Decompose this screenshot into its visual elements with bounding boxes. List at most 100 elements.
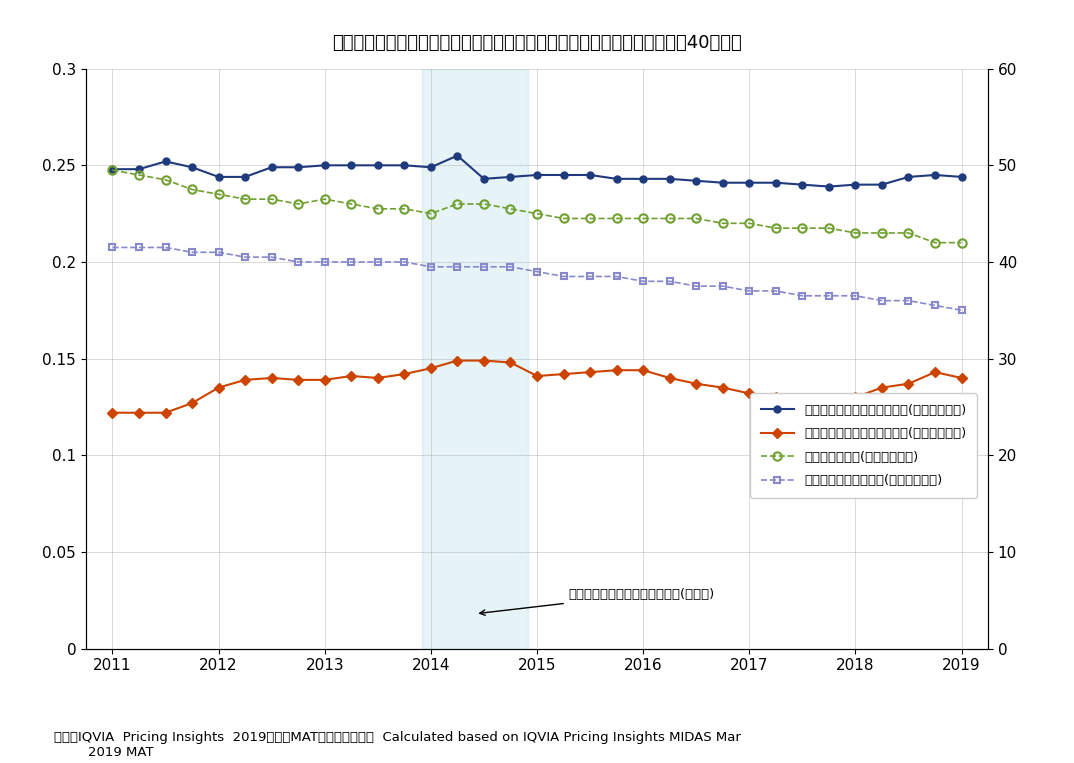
既存比較薬の平均価格(米ドル、右軸)	[372, 257, 384, 266]
新薬の価格プレミアム中央値(対数値、左軸)	[238, 375, 251, 385]
新薬の平均価格(米ドル、右軸)	[292, 199, 305, 208]
新薬の価格プレミアム平均値(対数値、左軸)	[955, 172, 968, 182]
既存比較薬の平均価格(米ドル、右軸)	[106, 243, 119, 252]
新薬の価格プレミアム平均値(対数値、左軸)	[610, 174, 623, 183]
新薬の平均価格(米ドル、右軸)	[372, 204, 384, 214]
既存比較薬の平均価格(米ドル、右軸)	[610, 272, 623, 281]
既存比較薬の平均価格(米ドル、右軸)	[531, 267, 543, 276]
新薬の価格プレミアム中央値(対数値、左軸)	[557, 369, 570, 378]
新薬の価格プレミアム中央値(対数値、左軸)	[292, 375, 305, 385]
既存比較薬の平均価格(米ドル、右軸)	[451, 262, 464, 272]
新薬の価格プレミアム中央値(対数値、左軸)	[106, 408, 119, 417]
Legend: 新薬の価格プレミアム平均値(対数値、左軸), 新薬の価格プレミアム中央値(対数値、左軸), 新薬の平均価格(米ドル、右軸), 既存比較薬の平均価格(米ドル、右軸: 新薬の価格プレミアム平均値(対数値、左軸), 新薬の価格プレミアム中央値(対数値…	[750, 393, 977, 498]
新薬の価格プレミアム中央値(対数値、左軸)	[478, 356, 491, 365]
既存比較薬の平均価格(米ドル、右軸)	[902, 296, 915, 305]
Line: 新薬の価格プレミアム平均値(対数値、左軸): 新薬の価格プレミアム平均値(対数値、左軸)	[108, 152, 966, 190]
新薬の平均価格(米ドル、右軸)	[531, 209, 543, 218]
新薬の価格プレミアム平均値(対数値、左軸)	[265, 163, 278, 172]
既存比較薬の平均価格(米ドル、右軸)	[557, 272, 570, 281]
新薬の価格プレミアム平均値(対数値、左軸)	[690, 176, 702, 185]
新薬の平均価格(米ドル、右軸)	[478, 199, 491, 208]
新薬の価格プレミアム平均値(対数値、左軸)	[397, 161, 410, 170]
新薬の平均価格(米ドル、右軸)	[796, 224, 809, 233]
新薬の平均価格(米ドル、右軸)	[186, 185, 199, 194]
新薬の価格プレミアム中央値(対数値、左軸)	[213, 383, 226, 392]
新薬の価格プレミアム平均値(対数値、左軸)	[372, 161, 384, 170]
新薬の平均価格(米ドル、右軸)	[106, 166, 119, 175]
新薬の価格プレミアム中央値(対数値、左軸)	[769, 393, 782, 402]
既存比較薬の平均価格(米ドル、右軸)	[929, 301, 942, 310]
新薬の平均価格(米ドル、右軸)	[504, 204, 517, 214]
新薬の平均価格(米ドル、右軸)	[583, 214, 596, 223]
新薬の価格プレミアム平均値(対数値、左軸)	[796, 180, 809, 189]
新薬の価格プレミアム平均値(対数値、左軸)	[451, 151, 464, 160]
新薬の平均価格(米ドル、右軸)	[929, 238, 942, 247]
新薬の平均価格(米ドル、右軸)	[451, 199, 464, 208]
既存比較薬の平均価格(米ドル、右軸)	[637, 277, 650, 286]
新薬の価格プレミアム平均値(対数値、左軸)	[186, 163, 199, 172]
新薬の価格プレミアム中央値(対数値、左軸)	[583, 368, 596, 377]
新薬の平均価格(米ドル、右軸)	[132, 170, 145, 179]
新薬の価格プレミアム中央値(対数値、左軸)	[610, 365, 623, 375]
新薬の価格プレミアム中央値(対数値、左軸)	[929, 368, 942, 377]
新薬の平均価格(米ドル、右軸)	[265, 195, 278, 204]
新薬の平均価格(米ドル、右軸)	[610, 214, 623, 223]
新薬の平均価格(米ドル、右軸)	[238, 195, 251, 204]
既存比較薬の平均価格(米ドル、右軸)	[424, 262, 437, 272]
新薬の平均価格(米ドル、右軸)	[955, 238, 968, 247]
新薬の価格プレミアム平均値(対数値、左軸)	[848, 180, 861, 189]
Line: 新薬の価格プレミアム中央値(対数値、左軸): 新薬の価格プレミアム中央値(対数値、左軸)	[108, 357, 966, 416]
新薬の価格プレミアム中央値(対数値、左軸)	[451, 356, 464, 365]
新薬の平均価格(米ドル、右軸)	[902, 228, 915, 237]
新薬の価格プレミアム平均値(対数値、左軸)	[213, 172, 226, 182]
新薬の価格プレミアム平均値(対数値、左軸)	[769, 178, 782, 187]
新薬の価格プレミアム中央値(対数値、左軸)	[690, 379, 702, 388]
Text: 参考図２　ドイツにおける価格プレミアムの推移（全期間データがとれる40成分）: 参考図２ ドイツにおける価格プレミアムの推移（全期間データがとれる40成分）	[332, 34, 742, 53]
既存比較薬の平均価格(米ドル、右軸)	[875, 296, 888, 305]
新薬の平均価格(米ドル、右軸)	[743, 219, 756, 228]
新薬の価格プレミアム平均値(対数値、左軸)	[424, 163, 437, 172]
新薬の価格プレミアム平均値(対数値、左軸)	[583, 170, 596, 179]
Bar	[422, 69, 528, 649]
既存比較薬の平均価格(米ドル、右軸)	[478, 262, 491, 272]
新薬の平均価格(米ドル、右軸)	[557, 214, 570, 223]
既存比較薬の平均価格(米ドル、右軸)	[690, 282, 702, 291]
新薬の価格プレミアム中央値(対数値、左軸)	[664, 373, 677, 382]
新薬の価格プレミアム中央値(対数値、左軸)	[875, 383, 888, 392]
新薬の平均価格(米ドル、右軸)	[875, 228, 888, 237]
新薬の価格プレミアム中央値(対数値、左軸)	[159, 408, 172, 417]
新薬の価格プレミアム中央値(対数値、左軸)	[848, 393, 861, 402]
既存比較薬の平均価格(米ドル、右軸)	[743, 286, 756, 295]
新薬の価格プレミアム平均値(対数値、左軸)	[238, 172, 251, 182]
新薬の価格プレミアム中央値(対数値、左軸)	[902, 379, 915, 388]
既存比較薬の平均価格(米ドル、右軸)	[265, 253, 278, 262]
新薬の価格プレミアム平均値(対数値、左軸)	[292, 163, 305, 172]
既存比較薬の平均価格(米ドル、右軸)	[823, 291, 836, 301]
既存比較薬の平均価格(米ドル、右軸)	[769, 286, 782, 295]
既存比較薬の平均価格(米ドル、右軸)	[132, 243, 145, 252]
新薬の価格プレミアム平均値(対数値、左軸)	[318, 161, 331, 170]
新薬の価格プレミアム中央値(対数値、左軸)	[955, 373, 968, 382]
新薬の価格プレミアム中央値(対数値、左軸)	[743, 389, 756, 398]
新薬の平均価格(米ドル、右軸)	[345, 199, 358, 208]
新薬の価格プレミアム中央値(対数値、左軸)	[132, 408, 145, 417]
新薬の価格プレミアム中央値(対数値、左軸)	[186, 398, 199, 407]
新薬の平均価格(米ドル、右軸)	[690, 214, 702, 223]
Line: 既存比較薬の平均価格(米ドル、右軸): 既存比較薬の平均価格(米ドル、右軸)	[108, 244, 966, 314]
新薬の価格プレミアム中央値(対数値、左軸)	[265, 373, 278, 382]
新薬の価格プレミアム中央値(対数値、左軸)	[345, 372, 358, 381]
新薬の価格プレミアム平均値(対数値、左軸)	[345, 161, 358, 170]
新薬の平均価格(米ドル、右軸)	[637, 214, 650, 223]
新薬の価格プレミアム中央値(対数値、左軸)	[372, 373, 384, 382]
新薬の価格プレミアム中央値(対数値、左軸)	[504, 358, 517, 367]
新薬の価格プレミアム中央値(対数値、左軸)	[716, 383, 729, 392]
新薬の平均価格(米ドル、右軸)	[424, 209, 437, 218]
既存比較薬の平均価格(米ドル、右軸)	[716, 282, 729, 291]
新薬の平均価格(米ドル、右軸)	[664, 214, 677, 223]
既存比較薬の平均価格(米ドル、右軸)	[159, 243, 172, 252]
新薬の価格プレミアム平均値(対数値、左軸)	[637, 174, 650, 183]
新薬の価格プレミアム平均値(対数値、左軸)	[132, 165, 145, 174]
新薬の価格プレミアム平均値(対数値、左軸)	[716, 178, 729, 187]
既存比較薬の平均価格(米ドル、右軸)	[186, 248, 199, 257]
新薬の価格プレミアム平均値(対数値、左軸)	[557, 170, 570, 179]
